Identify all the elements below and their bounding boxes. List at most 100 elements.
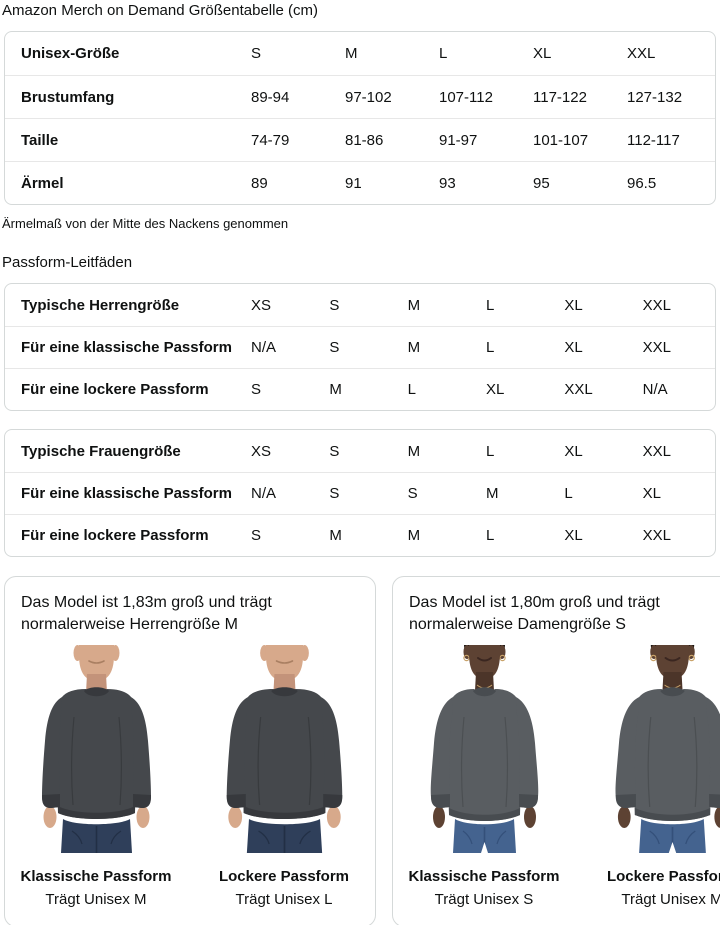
- row-label: Für eine lockere Passform: [21, 381, 209, 398]
- value-cell: 127-132: [627, 88, 683, 106]
- value-cell: S: [251, 527, 262, 544]
- value-cell: M: [407, 442, 421, 460]
- value-cell: 95: [533, 174, 550, 192]
- table-row: Für eine lockere Passform S M M L XL XXL: [5, 514, 715, 556]
- row-label: Unisex-Größe: [21, 45, 120, 62]
- size-cell: S: [251, 45, 262, 62]
- value-cell: XXL: [642, 296, 672, 314]
- size-cell: XXL: [627, 45, 656, 62]
- row-label: Typische Herrengröße: [21, 296, 180, 314]
- model-caption: Das Model ist 1,80m groß und trägt norma…: [409, 594, 660, 633]
- value-cell: 93: [439, 174, 456, 192]
- value-cell: 117-122: [533, 88, 587, 106]
- table-row: Typische Herrengröße XS S M L XL XXL: [5, 284, 715, 326]
- model-photo-men-loose: [222, 644, 347, 854]
- value-cell: XL: [486, 381, 505, 398]
- value-cell: M: [329, 527, 342, 544]
- women-model-card: Das Model ist 1,80m groß und trägt norma…: [392, 576, 720, 925]
- value-cell: 89-94: [251, 88, 290, 106]
- value-cell: M: [407, 296, 421, 314]
- value-cell: L: [486, 296, 495, 314]
- table-row: Für eine klassische Passform N/A S M L X…: [5, 326, 715, 368]
- value-cell: L: [486, 339, 495, 356]
- value-cell: N/A: [251, 339, 277, 356]
- model-cards: Das Model ist 1,83m groß und trägt norma…: [4, 576, 720, 925]
- value-cell: S: [329, 442, 340, 460]
- value-cell: S: [407, 485, 418, 502]
- value-cell: L: [486, 527, 495, 544]
- fit-title: Lockere Passform: [218, 868, 350, 885]
- value-cell: XS: [251, 442, 272, 460]
- row-label: Für eine klassische Passform: [21, 485, 232, 502]
- fit-column-loose: Lockere Passform Trägt Unisex M: [597, 643, 720, 909]
- table-header-row: Unisex-Größe S M L XL XXL: [5, 32, 715, 75]
- value-cell: 91-97: [439, 131, 478, 149]
- value-cell: M: [407, 527, 421, 544]
- page-title: Amazon Merch on Demand Größentabelle (cm…: [2, 2, 318, 19]
- unisex-size-table: Unisex-Größe S M L XL XXL Brustumfang 89…: [4, 31, 716, 205]
- value-cell: L: [564, 485, 573, 502]
- fit-column-classic: Klassische Passform Trägt Unisex M: [20, 644, 172, 909]
- table-row: Taille 74-79 81-86 91-97 101-107 112-117: [5, 118, 715, 161]
- value-cell: XS: [251, 296, 272, 314]
- value-cell: XXL: [642, 339, 672, 356]
- model-photo-women-loose: [610, 643, 720, 855]
- value-cell: XL: [564, 339, 583, 356]
- value-cell: M: [329, 381, 342, 398]
- value-cell: M: [486, 485, 499, 502]
- row-label: Taille: [21, 131, 59, 149]
- value-cell: N/A: [642, 381, 668, 398]
- value-cell: S: [251, 381, 262, 398]
- value-cell: XL: [642, 485, 662, 502]
- size-cell: M: [345, 45, 358, 62]
- value-cell: N/A: [251, 485, 277, 502]
- table-row: Typische Frauengröße XS S M L XL XXL: [5, 430, 715, 472]
- fit-subtitle: Trägt Unisex L: [235, 891, 333, 908]
- table-row: Brustumfang 89-94 97-102 107-112 117-122…: [5, 75, 715, 118]
- value-cell: XL: [564, 527, 583, 544]
- fit-column-loose: Lockere Passform Trägt Unisex L: [209, 644, 359, 909]
- value-cell: S: [329, 485, 340, 502]
- model-photos: Klassische Passform Trägt Unisex S Locke…: [408, 643, 720, 909]
- fit-title: Lockere Passform: [606, 868, 720, 885]
- women-fit-table: Typische Frauengröße XS S M L XL XXL Für…: [4, 429, 716, 557]
- sleeve-measure-note: Ärmelmaß von der Mitte des Nackens genom…: [2, 216, 289, 231]
- value-cell: XL: [564, 296, 583, 314]
- value-cell: S: [329, 296, 340, 314]
- value-cell: 96.5: [627, 174, 657, 192]
- model-caption: Das Model ist 1,83m groß und trägt norma…: [21, 594, 272, 633]
- value-cell: 97-102: [345, 88, 392, 106]
- size-cell: L: [439, 45, 448, 62]
- model-photos: Klassische Passform Trägt Unisex M Locke…: [20, 644, 359, 909]
- table-row: Ärmel 89 91 93 95 96.5: [5, 161, 715, 204]
- value-cell: XXL: [642, 442, 672, 460]
- value-cell: 107-112: [439, 88, 493, 106]
- fit-title: Klassische Passform: [408, 868, 560, 885]
- value-cell: XXL: [642, 527, 672, 544]
- men-fit-table: Typische Herrengröße XS S M L XL XXL Für…: [4, 283, 716, 411]
- row-label: Typische Frauengröße: [21, 442, 181, 460]
- row-label: Für eine klassische Passform: [21, 339, 232, 356]
- value-cell: 112-117: [627, 131, 680, 149]
- men-model-card: Das Model ist 1,83m groß und trägt norma…: [4, 576, 376, 925]
- value-cell: 91: [345, 174, 362, 192]
- row-label: Ärmel: [21, 174, 64, 192]
- value-cell: S: [329, 339, 340, 356]
- fit-column-classic: Klassische Passform Trägt Unisex S: [408, 644, 560, 909]
- value-cell: XL: [564, 442, 583, 460]
- fit-title: Klassische Passform: [20, 868, 172, 885]
- table-row: Für eine klassische Passform N/A S S M L…: [5, 472, 715, 514]
- value-cell: XXL: [564, 381, 593, 398]
- value-cell: L: [407, 381, 416, 398]
- value-cell: 74-79: [251, 131, 290, 149]
- row-label: Brustumfang: [21, 88, 115, 106]
- value-cell: 81-86: [345, 131, 384, 149]
- value-cell: 89: [251, 174, 268, 192]
- fit-guides-heading: Passform-Leitfäden: [2, 254, 133, 271]
- table-row: Für eine lockere Passform S M L XL XXL N…: [5, 368, 715, 410]
- value-cell: 101-107: [533, 131, 589, 149]
- fit-subtitle: Trägt Unisex M: [45, 891, 147, 908]
- value-cell: L: [486, 442, 495, 460]
- model-photo-women-classic: [422, 644, 547, 854]
